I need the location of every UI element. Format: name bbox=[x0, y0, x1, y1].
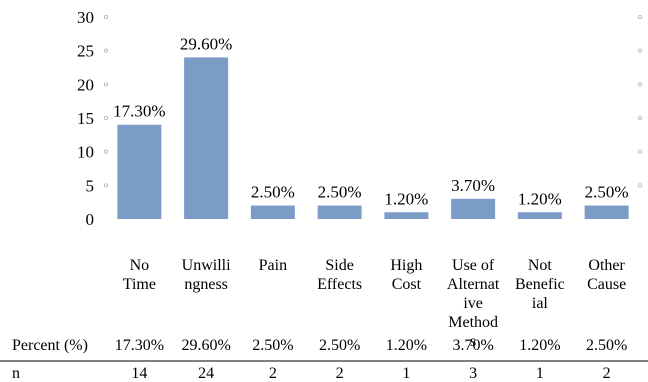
category-label: No Time bbox=[123, 257, 156, 293]
y-tick-marker-right bbox=[638, 83, 641, 86]
y-tick-label: 15 bbox=[77, 109, 94, 128]
table-row-label: n bbox=[12, 365, 20, 382]
y-tick-marker-right bbox=[638, 116, 641, 119]
y-tick-marker-left bbox=[104, 184, 107, 187]
bar bbox=[518, 212, 562, 219]
y-tick-marker-right bbox=[638, 15, 641, 18]
table-cell: 1 bbox=[536, 365, 544, 382]
y-tick-marker-right bbox=[638, 150, 641, 153]
category-label: High Cost bbox=[390, 257, 422, 293]
data-label: 29.60% bbox=[180, 34, 232, 53]
bar bbox=[318, 206, 362, 219]
table-cell: 1.20% bbox=[386, 337, 427, 354]
bar bbox=[451, 199, 495, 219]
table-row-label: Percent (%) bbox=[12, 337, 88, 354]
table-cell: 2.50% bbox=[252, 337, 293, 354]
y-tick-label: 30 bbox=[77, 8, 94, 27]
data-label: 2.50% bbox=[318, 183, 362, 202]
table-cell: 1 bbox=[402, 365, 410, 382]
y-tick-marker-left bbox=[104, 83, 107, 86]
y-tick-marker-left bbox=[104, 116, 107, 119]
y-tick-marker-left bbox=[104, 15, 107, 18]
bar bbox=[585, 206, 629, 219]
y-tick-marker-left bbox=[104, 49, 107, 52]
y-tick-label: 0 bbox=[86, 210, 95, 229]
data-label: 3.70% bbox=[451, 176, 495, 195]
data-label: 1.20% bbox=[384, 189, 428, 208]
bar bbox=[384, 212, 428, 219]
y-tick-label: 25 bbox=[77, 42, 94, 61]
data-label: 17.30% bbox=[113, 102, 165, 121]
table-cell: 2.50% bbox=[586, 337, 627, 354]
data-label: 1.20% bbox=[518, 189, 562, 208]
y-tick-label: 10 bbox=[77, 143, 94, 162]
y-tick-marker-right bbox=[638, 49, 641, 52]
y-tick-label: 20 bbox=[77, 75, 94, 94]
table-cell: 24 bbox=[198, 365, 214, 382]
y-tick-marker-left bbox=[104, 150, 107, 153]
table-cell: 14 bbox=[131, 365, 147, 382]
table-cell: 2 bbox=[336, 365, 344, 382]
category-label: Pain bbox=[259, 257, 287, 274]
table-cell: 3 bbox=[469, 365, 477, 382]
y-tick-marker-right bbox=[638, 184, 641, 187]
table-cell: 29.60% bbox=[181, 337, 230, 354]
y-tick-label: 5 bbox=[86, 176, 95, 195]
category-label: Other Cause bbox=[587, 257, 626, 293]
category-label: Side Effects bbox=[317, 257, 362, 293]
bar bbox=[184, 57, 228, 219]
table-cell: 2 bbox=[269, 365, 277, 382]
bar bbox=[251, 206, 295, 219]
table-cell: 1.20% bbox=[519, 337, 560, 354]
table-cell: 2 bbox=[603, 365, 611, 382]
data-label: 2.50% bbox=[251, 183, 295, 202]
category-label: Unwilli ngness bbox=[182, 257, 231, 293]
data-table: Percent (%) 17.30% 29.60% 2.50% 2.50% 1.20% 3.… bbox=[0, 337, 648, 382]
data-label: 2.50% bbox=[585, 183, 629, 202]
table-cell: 17.30% bbox=[115, 337, 164, 354]
table-cell: 3.70% bbox=[452, 337, 493, 354]
bar bbox=[117, 125, 161, 219]
category-label: Not Benefic ial bbox=[515, 257, 565, 312]
table-cell: 2.50% bbox=[319, 337, 360, 354]
